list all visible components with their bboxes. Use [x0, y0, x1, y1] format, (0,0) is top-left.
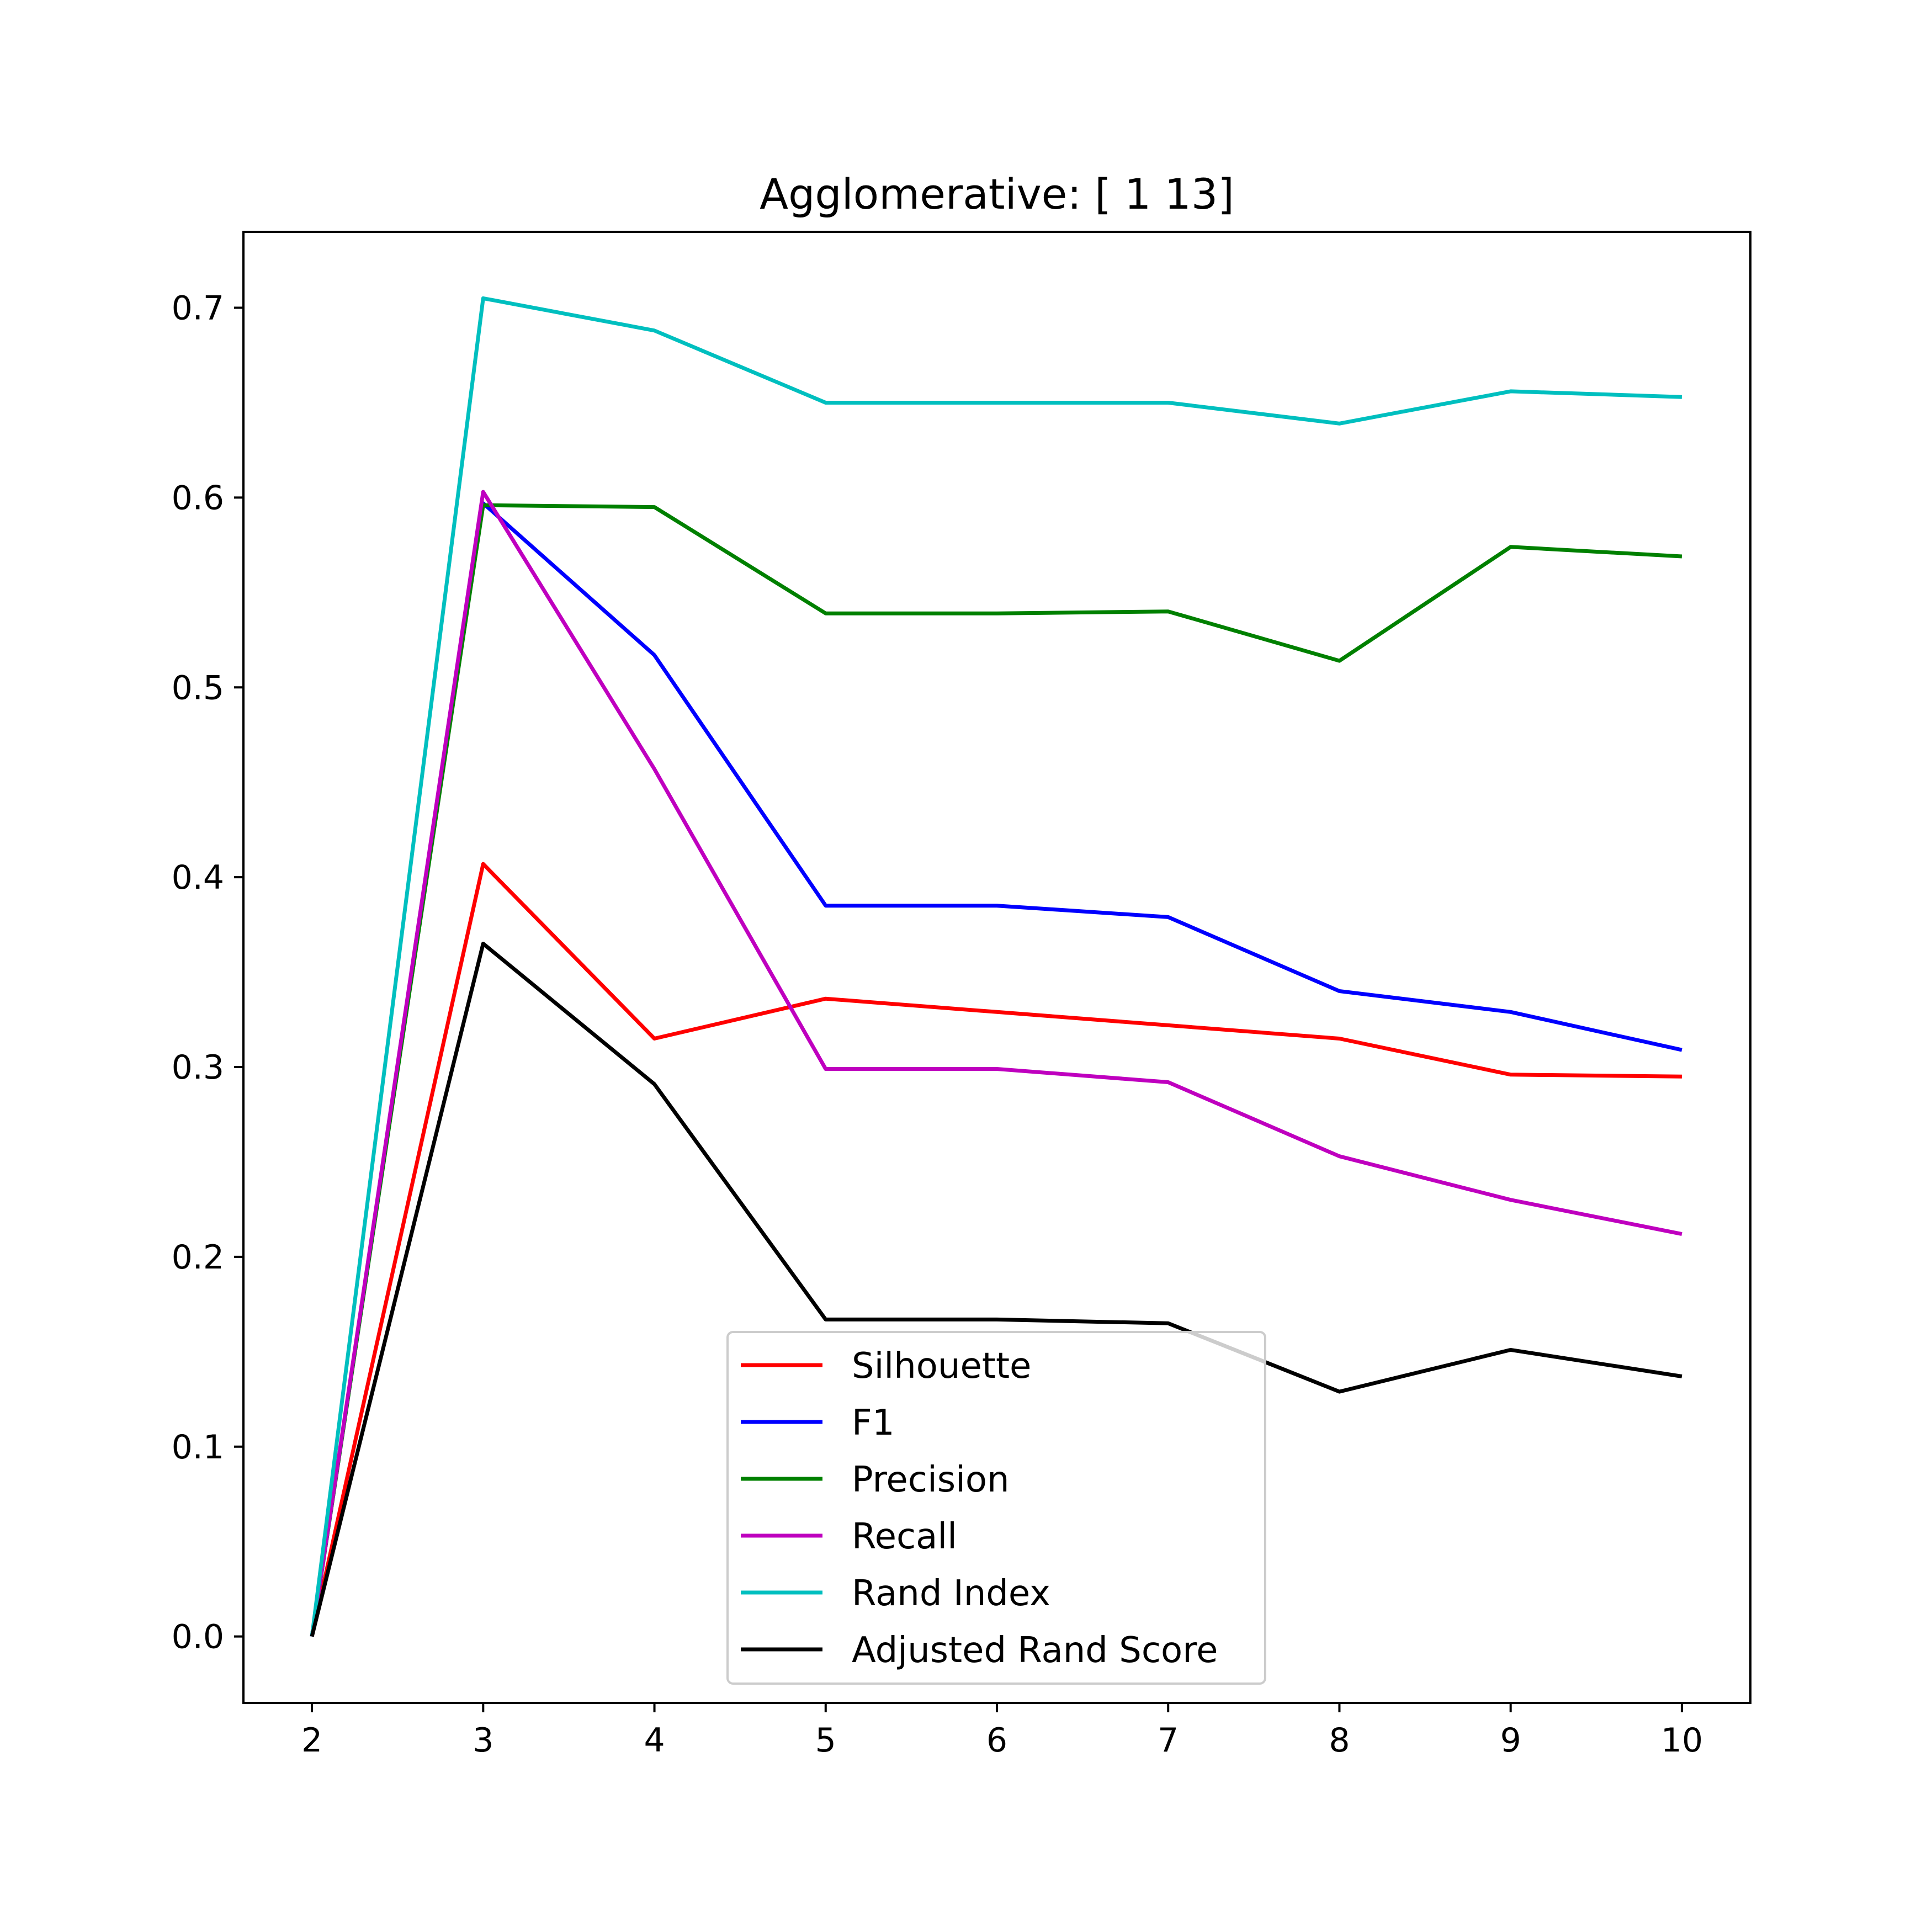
series-line-precision: [310, 503, 1682, 1637]
x-tick-label: 9: [1500, 1721, 1521, 1760]
legend: Silhouette F1 Precision Recall Rand Index Adj…: [726, 1331, 1266, 1685]
y-tick-label: 0.1: [172, 1428, 224, 1467]
series-layer: [310, 296, 1682, 1637]
legend-label: Recall: [852, 1516, 957, 1557]
y-tick-label: 0.2: [172, 1238, 224, 1277]
series-line-f1: [310, 501, 1682, 1637]
x-tick-label: 2: [301, 1721, 322, 1760]
x-tick-label: 5: [815, 1721, 836, 1760]
chart-title: Agglomerative: [ 1 13]: [760, 169, 1234, 219]
y-tick-label: 0.0: [172, 1618, 224, 1657]
axis-layer: 2 3 4 5 6 7 8 9 10 0.0 0.1 0.2 0.3 0.4 0.5 0.6 0.7: [172, 231, 1751, 1760]
x-tick-label: 7: [1158, 1721, 1179, 1760]
legend-label: Silhouette: [852, 1346, 1031, 1387]
legend-label: Adjusted Rand Score: [852, 1630, 1218, 1671]
series-line-recall: [310, 490, 1682, 1637]
x-tick-label: 8: [1329, 1721, 1350, 1760]
y-tick-label: 0.5: [172, 668, 224, 707]
series-line-rand-index: [310, 296, 1682, 1637]
y-tick-label: 0.3: [172, 1048, 224, 1087]
series-line-silhouette: [310, 862, 1682, 1637]
x-tick-label: 3: [473, 1721, 493, 1760]
y-tick-label: 0.4: [172, 858, 224, 897]
y-tick-label: 0.6: [172, 479, 224, 517]
legend-label: Precision: [852, 1459, 1010, 1500]
series-line-adjusted-rand-score: [310, 942, 1682, 1637]
legend-label: F1: [852, 1403, 895, 1443]
x-tick-label: 4: [644, 1721, 665, 1760]
x-tick-label: 10: [1661, 1721, 1703, 1760]
legend-label: Rand Index: [852, 1573, 1050, 1614]
y-tick-label: 0.7: [172, 289, 224, 328]
x-tick-label: 6: [986, 1721, 1007, 1760]
legend-box: [726, 1331, 1266, 1685]
